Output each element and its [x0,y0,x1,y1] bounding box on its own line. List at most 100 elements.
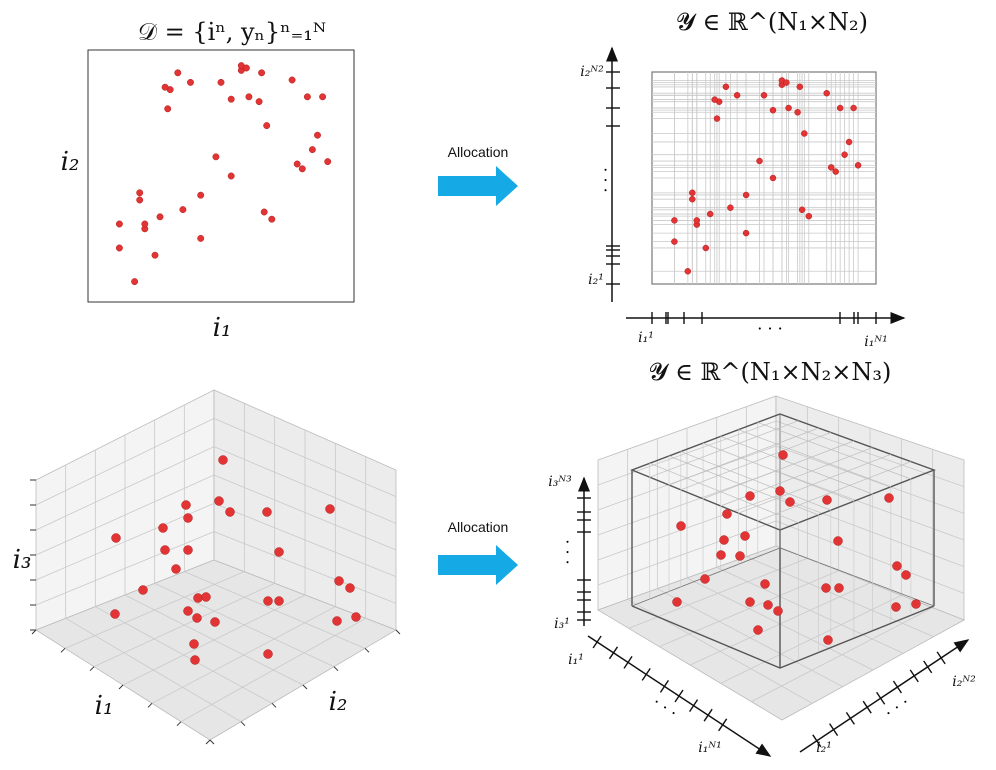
dense-gridline [757,461,912,522]
grid2d-point [783,79,790,86]
grid2d-point [785,104,792,112]
grid2d-point [832,168,839,175]
tick [176,721,182,727]
arrow-icon [438,166,518,206]
x-tick [659,680,670,693]
x-tick [718,718,728,732]
scatter-point [319,93,327,101]
scatter-point [217,78,225,86]
grid3d-z-end-label: i₃ᴺ³ [548,474,572,490]
grid2d-y-ticks [606,71,620,285]
cube-right-tensor-box [630,413,936,669]
grid3d-y-start-label: i₂¹ [816,740,832,756]
scatter-point [151,251,159,259]
grid2d-y-ellipsis: · · · [596,167,615,192]
grid2d-point [769,106,777,114]
y-tick [909,669,919,683]
scatter-point [141,220,149,228]
cube-left-point [325,504,335,514]
dense-gridline [720,436,873,495]
grid2d-point [711,96,718,103]
y-tick [892,680,903,694]
cube-left-point [201,592,211,602]
tick [240,721,246,727]
gridline [751,607,933,703]
grid2d-point [742,191,750,199]
grid3d-x-end-label: i₁ᴺ¹ [698,740,721,756]
y-tick [862,700,872,714]
grid2d-point [727,204,734,211]
grid3d-x-ellipsis: · · · [649,692,681,722]
dense-gridline [649,462,799,524]
cube-left-y-label: i₂ [329,687,348,717]
allocation-label-top: Allocation [448,144,509,160]
scatter-point [174,69,182,77]
cube-left-point [332,616,342,626]
cube-right-points [672,450,921,645]
grid2d-point [693,217,701,224]
cube-right-point [773,606,783,616]
grid3d-z-start-label: i₃¹ [554,616,570,632]
scatter-point [197,234,205,242]
scatter-point [245,93,253,101]
tick [302,684,308,690]
grid2d-point [850,104,857,112]
y-tick [923,660,933,674]
scatter-point [314,131,321,139]
cube-right-point [735,551,745,561]
cube-right-point [821,583,831,593]
scatter-point [197,191,205,199]
gridline [180,617,366,723]
cube-right-point [745,597,755,607]
grid2d-point [760,92,768,99]
grid2d-point [713,115,721,122]
cube-left-panel: i₃ i₁ i₂ [13,389,401,745]
grid3d-y-ellipsis: · · · [881,692,913,722]
cube-right-point [676,521,686,531]
grid2d-y-start-label: i₂¹ [588,272,604,288]
x-tick [674,689,684,703]
grid3d-x-ticks [592,635,728,732]
gridline [35,531,215,606]
cube-left-z-label: i₃ [13,545,32,575]
grid2d-point [845,138,853,146]
tick [209,739,215,745]
grid2d-y-end-label: i₂ᴺ² [580,64,604,80]
grid2d-point [671,217,678,224]
cube-left-point [190,655,200,665]
dense-gridline [738,429,892,488]
cube-right-point [763,600,773,610]
dense-gridline [738,453,892,514]
scatter-point [164,105,172,113]
cube-right-point [892,561,902,571]
cube-right-point [760,579,770,589]
grid3d-z-ellipsis: · · · [558,539,577,564]
cube-left-point [274,547,284,557]
scatter-point [298,165,306,173]
tick [147,702,153,708]
dense-gridline [702,440,855,500]
grid2d-point [756,157,763,165]
scatter-point [161,83,169,91]
tick [364,647,370,653]
scatter-point [179,206,187,214]
cube-right-point [834,583,844,593]
grid2d-x-start-label: i₁¹ [638,330,654,346]
cube-right-panel: 𝓨 ∈ ℝ^(N₁×N₂×N₃) i₃ᴺ³ i₃¹ · · · i₁¹ i₁ᴺ¹… [548,358,976,757]
grid2d-point [689,195,696,203]
y-tick [812,734,822,748]
grid2d-point [827,164,835,171]
scatter-frame [87,49,355,303]
scatter-point [212,153,220,161]
grid2d-point [854,162,862,169]
scatter-point [258,69,266,77]
tick [31,629,37,635]
dense-gridline [668,427,819,486]
cube-left-point [274,596,284,606]
allocation-arrow-bottom: Allocation [438,519,518,585]
cube-left-point [183,513,193,523]
scatter-point [263,122,271,130]
scatter-point [255,98,263,106]
cube-left-point [183,545,193,555]
